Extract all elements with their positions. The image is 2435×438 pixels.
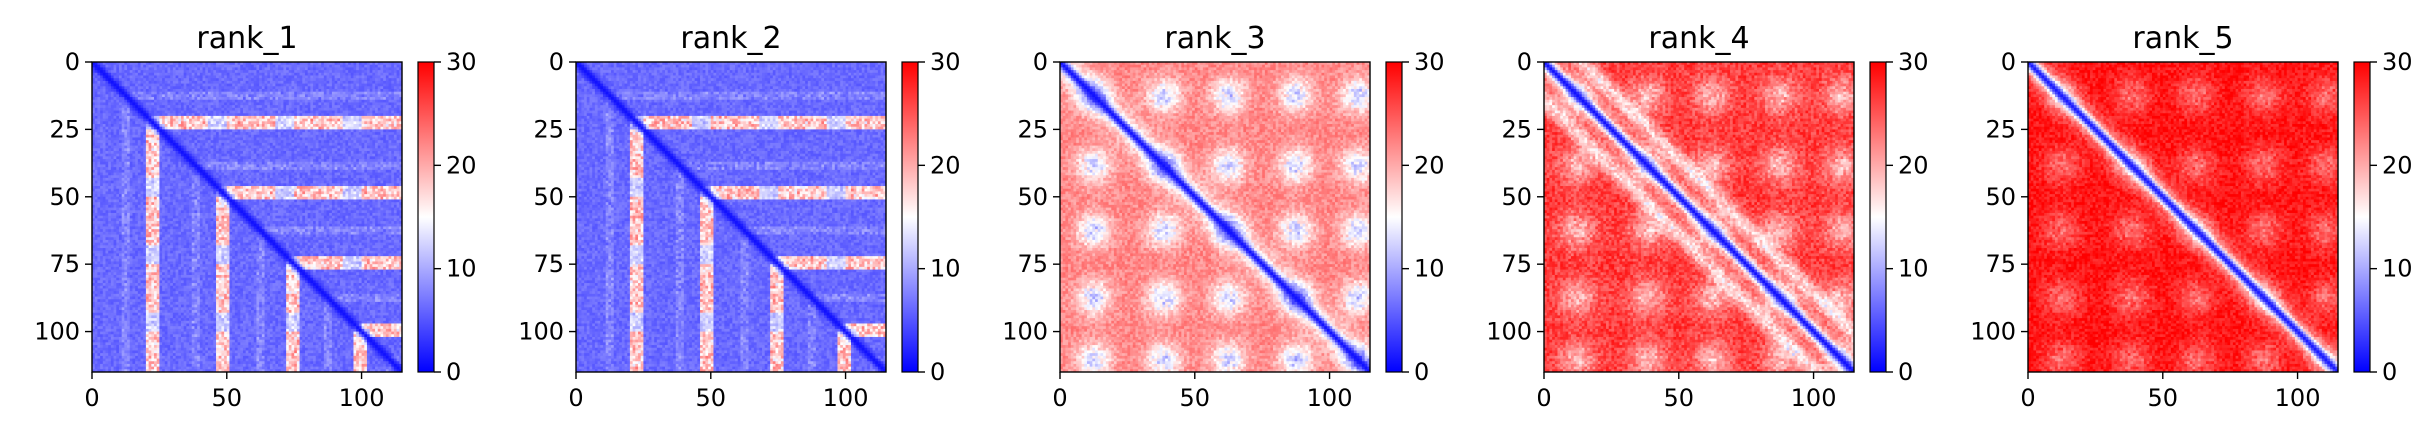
y-tick-label: 25 [1017, 115, 1048, 143]
x-tick-label: 50 [1180, 384, 1211, 412]
colorbar-tick-label: 30 [446, 48, 477, 76]
colorbar-tick-label: 20 [930, 151, 961, 179]
x-tick-label: 50 [2148, 384, 2179, 412]
heatmap-panel-5: rank_5 0 50 100 0 25 50 75 100 0 10 20 30 [1970, 21, 2412, 412]
y-tick-label: 100 [1970, 318, 2016, 346]
axes-frame [1059, 61, 1371, 373]
x-tick-label: 100 [823, 384, 869, 412]
y-tick-label: 100 [518, 318, 564, 346]
y-tick-label: 25 [1501, 115, 1532, 143]
x-tick-label: 50 [1664, 384, 1695, 412]
y-tick-label: 100 [34, 318, 80, 346]
y-tick-label: 25 [49, 115, 80, 143]
x-tick-label: 50 [212, 384, 243, 412]
colorbar-tick-label: 20 [446, 151, 477, 179]
heatmap-panel-3: rank_3 0 50 100 0 25 50 75 100 0 10 20 30 [1002, 21, 1444, 412]
y-tick-label: 50 [1017, 183, 1048, 211]
colorbar [417, 61, 435, 373]
x-tick-label: 0 [1052, 384, 1067, 412]
y-tick-label: 25 [1985, 115, 2016, 143]
heatmap-panel-2: rank_2 0 50 100 0 25 50 75 100 0 10 20 30 [518, 21, 960, 412]
panel-title: rank_5 [2132, 21, 2233, 56]
y-tick-label: 0 [1517, 48, 1532, 76]
x-tick-label: 50 [696, 384, 727, 412]
colorbar-tick-label: 20 [1898, 151, 1929, 179]
x-tick-label: 0 [1536, 384, 1551, 412]
axes-frame [2027, 61, 2339, 373]
y-tick-label: 50 [49, 183, 80, 211]
colorbar-tick-label: 20 [1414, 151, 1445, 179]
y-tick-label: 25 [533, 115, 564, 143]
colorbar-tick-label: 30 [1414, 48, 1445, 76]
x-tick-label: 100 [339, 384, 385, 412]
y-tick-label: 75 [1501, 250, 1532, 278]
y-tick-label: 100 [1486, 318, 1532, 346]
axes-frame [1543, 61, 1855, 373]
colorbar-tick-label: 0 [446, 358, 461, 386]
panel-title: rank_2 [680, 21, 781, 56]
y-tick-label: 75 [533, 250, 564, 278]
y-tick-label: 0 [549, 48, 564, 76]
heatmap-image [92, 62, 402, 372]
colorbar-tick-label: 10 [2382, 255, 2413, 283]
colorbar-tick-label: 0 [1898, 358, 1913, 386]
colorbar-tick-label: 20 [2382, 151, 2413, 179]
y-tick-label: 50 [1985, 183, 2016, 211]
colorbar-tick-label: 10 [1414, 255, 1445, 283]
heatmap-panel-4: rank_4 0 50 100 0 25 50 75 100 0 10 20 30 [1486, 21, 1928, 412]
y-tick-label: 50 [1501, 183, 1532, 211]
colorbar-tick-label: 10 [1898, 255, 1929, 283]
axes-frame [575, 61, 887, 373]
colorbar [1385, 61, 1403, 373]
panel-title: rank_3 [1164, 21, 1265, 56]
y-tick-label: 0 [1033, 48, 1048, 76]
x-tick-label: 100 [2275, 384, 2321, 412]
y-tick-label: 75 [1017, 250, 1048, 278]
colorbar-tick-label: 0 [2382, 358, 2397, 386]
heatmap-image [1544, 62, 1854, 372]
colorbar-tick-label: 0 [930, 358, 945, 386]
x-tick-label: 0 [568, 384, 583, 412]
colorbar-tick-label: 30 [2382, 48, 2413, 76]
colorbar-tick-label: 10 [930, 255, 961, 283]
colorbar-tick-label: 30 [1898, 48, 1929, 76]
heatmap-image [576, 62, 886, 372]
x-tick-label: 0 [84, 384, 99, 412]
panel-title: rank_1 [196, 21, 297, 56]
colorbar [901, 61, 919, 373]
y-tick-label: 50 [533, 183, 564, 211]
heatmap-panel-1: rank_1 0 50 100 0 25 50 75 100 0 10 20 30 [34, 21, 476, 412]
x-tick-label: 100 [1791, 384, 1837, 412]
axes-frame [91, 61, 403, 373]
y-tick-label: 0 [2001, 48, 2016, 76]
colorbar-tick-label: 30 [930, 48, 961, 76]
y-tick-label: 75 [49, 250, 80, 278]
x-tick-label: 0 [2020, 384, 2035, 412]
y-tick-label: 100 [1002, 318, 1048, 346]
panel-title: rank_4 [1648, 21, 1749, 56]
y-tick-label: 0 [65, 48, 80, 76]
y-tick-label: 75 [1985, 250, 2016, 278]
colorbar [2353, 61, 2371, 373]
colorbar-tick-label: 10 [446, 255, 477, 283]
colorbar [1869, 61, 1887, 373]
x-tick-label: 100 [1307, 384, 1353, 412]
colorbar-tick-label: 0 [1414, 358, 1429, 386]
heatmap-image [1060, 62, 1370, 372]
heatmap-image [2028, 62, 2338, 372]
